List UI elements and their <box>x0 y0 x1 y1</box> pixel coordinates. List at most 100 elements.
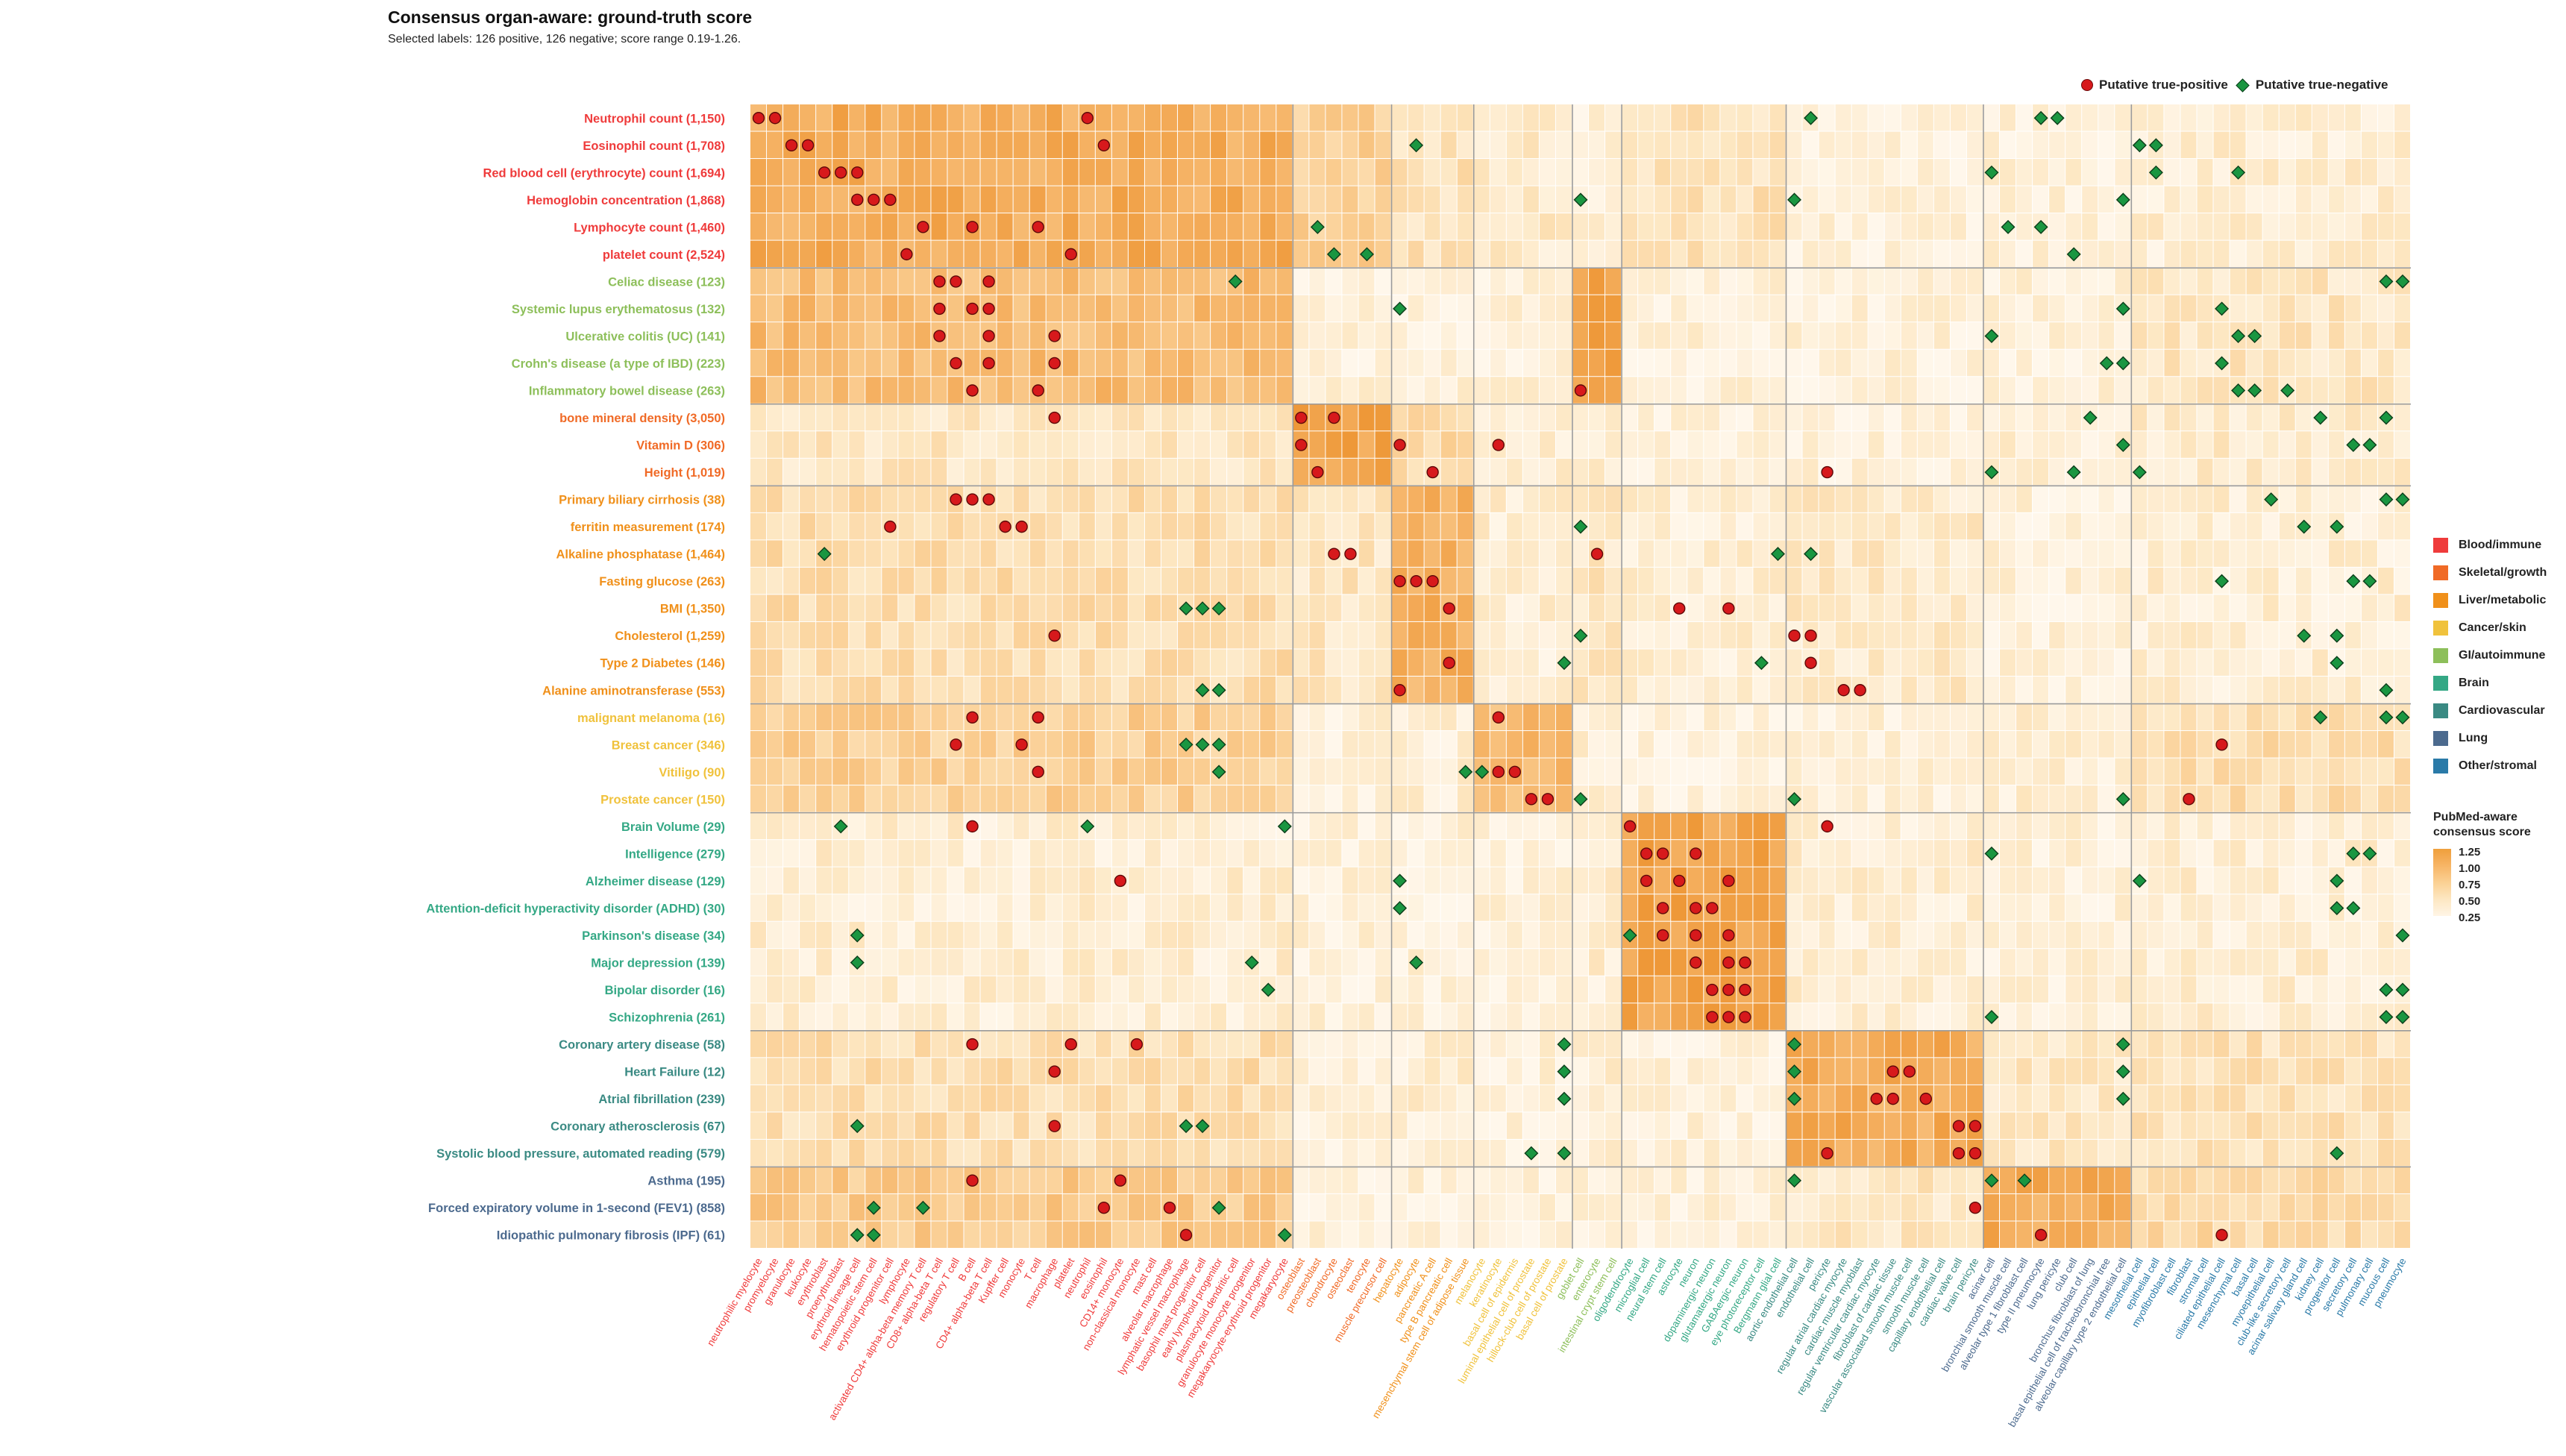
heatmap-cell <box>849 758 865 785</box>
heatmap-cell <box>2082 949 2098 976</box>
heatmap-cell <box>2394 594 2410 621</box>
heatmap-cell <box>1440 758 1457 785</box>
heatmap-cell <box>1605 322 1622 349</box>
heatmap-cell <box>1342 322 1358 349</box>
heatmap-cell <box>2295 976 2312 1003</box>
heatmap-cell <box>1654 1003 1671 1030</box>
heatmap-cell <box>1737 894 1753 921</box>
heatmap-cell <box>1457 159 1473 186</box>
heatmap-cell <box>1539 649 1555 676</box>
heatmap-cell <box>1966 295 1983 322</box>
heatmap-cell <box>1178 840 1194 867</box>
heatmap-cell <box>1276 349 1293 377</box>
heatmap-cell <box>2148 731 2164 758</box>
heatmap-cell <box>1046 921 1062 949</box>
heatmap-cell <box>1260 131 1276 159</box>
heatmap-cell <box>2328 949 2344 976</box>
heatmap-cell <box>1128 1139 1144 1167</box>
heatmap-cell <box>800 1003 816 1030</box>
heatmap-cell <box>2115 322 2131 349</box>
heatmap-cell <box>2115 1221 2131 1248</box>
heatmap-cell <box>1161 812 1178 840</box>
heatmap-cell <box>2394 377 2410 404</box>
heatmap-cell <box>865 812 882 840</box>
heatmap-cell <box>1737 159 1753 186</box>
heatmap-cell <box>1753 512 1769 540</box>
negative-marker <box>1310 219 1325 234</box>
heatmap-cell <box>915 976 931 1003</box>
negative-marker <box>2115 1091 2130 1106</box>
heatmap-cell <box>1605 840 1622 867</box>
heatmap-cell <box>1720 404 1737 431</box>
negative-marker <box>2115 192 2130 207</box>
heatmap-cell <box>1128 131 1144 159</box>
heatmap-cell <box>1933 213 1950 240</box>
heatmap-cell <box>1819 949 1835 976</box>
heatmap-cell <box>1490 1193 1506 1221</box>
heatmap-cell <box>1095 377 1111 404</box>
heatmap-cell <box>2098 431 2115 458</box>
positive-marker <box>950 357 962 370</box>
heatmap-cell <box>2279 703 2295 731</box>
heatmap-cell <box>1243 431 1260 458</box>
heatmap-cell <box>2115 486 2131 512</box>
heatmap-cell <box>2131 731 2148 758</box>
heatmap-cell <box>1884 894 1901 921</box>
heatmap-cell <box>1490 1167 1506 1193</box>
heatmap-cell <box>1671 295 1687 322</box>
heatmap-cell <box>2344 159 2361 186</box>
heatmap-cell <box>2082 349 2098 377</box>
heatmap-cell <box>1128 840 1144 867</box>
heatmap-cell <box>915 486 931 512</box>
heatmap-cell <box>1933 458 1950 486</box>
heatmap-cell <box>1671 186 1687 213</box>
heatmap-cell <box>2098 268 2115 295</box>
heatmap-cell <box>2361 295 2377 322</box>
heatmap-cell <box>1539 840 1555 867</box>
heatmap-cell <box>1901 1139 1917 1167</box>
heatmap-cell <box>2115 758 2131 785</box>
heatmap-cell <box>800 731 816 758</box>
heatmap-cell <box>1013 322 1029 349</box>
heatmap-cell <box>2033 867 2049 894</box>
heatmap-cell <box>947 159 964 186</box>
negative-marker <box>1211 601 1226 616</box>
heatmap-cell <box>1622 458 1638 486</box>
heatmap-cell <box>2262 159 2279 186</box>
heatmap-cell <box>1046 976 1062 1003</box>
heatmap-cell <box>1506 785 1522 812</box>
heatmap-cell <box>2361 1112 2377 1139</box>
heatmap-cell <box>2197 1139 2213 1167</box>
heatmap-cell <box>1095 921 1111 949</box>
heatmap-cell <box>915 1003 931 1030</box>
heatmap-cell <box>816 785 832 812</box>
heatmap-cell <box>1835 404 1851 431</box>
heatmap-cell <box>2033 921 2049 949</box>
heatmap-cell <box>2148 186 2164 213</box>
heatmap-cell <box>1260 840 1276 867</box>
heatmap-cell <box>964 649 980 676</box>
heatmap-cell <box>1769 840 1786 867</box>
heatmap-cell <box>1966 594 1983 621</box>
heatmap-cell <box>1539 159 1555 186</box>
heatmap-cell <box>2312 377 2328 404</box>
row-label: Vitiligo (90) <box>659 766 725 779</box>
heatmap-cell <box>1457 295 1473 322</box>
heatmap-cell <box>1309 840 1326 867</box>
heatmap-cell <box>1424 431 1440 458</box>
heatmap-cell <box>1572 268 1589 295</box>
positive-marker <box>1690 956 1702 969</box>
heatmap-cell <box>1358 621 1375 649</box>
heatmap-cell <box>2016 621 2033 649</box>
heatmap-cell <box>1243 268 1260 295</box>
heatmap-cell <box>1654 1058 1671 1085</box>
negative-marker <box>2247 383 2262 398</box>
heatmap-cell <box>882 785 898 812</box>
heatmap-cell <box>2312 186 2328 213</box>
heatmap-cell <box>1704 867 1720 894</box>
heatmap-cell <box>1555 894 1572 921</box>
heatmap-cell <box>1375 594 1391 621</box>
heatmap-cell <box>1983 812 2000 840</box>
heatmap-cell <box>1950 458 1966 486</box>
heatmap-cell <box>1144 949 1161 976</box>
